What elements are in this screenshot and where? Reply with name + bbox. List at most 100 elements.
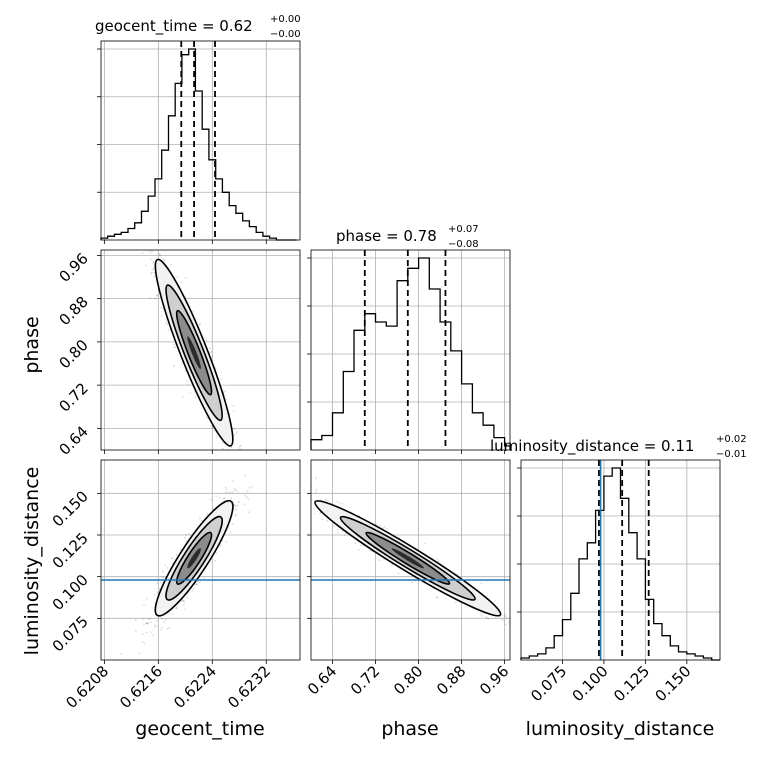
x-tick-label-geocent-time: 0.6208 (62, 662, 112, 712)
sample-point (180, 600, 183, 602)
sample-point (236, 431, 239, 433)
sample-point (142, 220, 144, 222)
sample-point (153, 236, 155, 238)
sample-point (151, 272, 153, 274)
sample-point (229, 531, 232, 534)
sample-point (134, 619, 137, 622)
sample-point (237, 456, 239, 458)
sample-point (194, 396, 197, 398)
sample-point (225, 541, 228, 543)
sample-point (159, 582, 162, 584)
sample-point (224, 394, 227, 397)
sample-point (397, 572, 400, 575)
sample-point (189, 392, 192, 395)
sample-point (163, 621, 166, 623)
sample-point (185, 380, 188, 382)
sample-point (369, 549, 371, 552)
sample-point (518, 624, 520, 626)
sample-point (188, 533, 191, 536)
sample-point (235, 508, 238, 511)
contour-level-3 (187, 336, 201, 370)
x-tick-label-phase: 0.88 (433, 662, 469, 698)
sample-point (156, 582, 159, 584)
sample-point (246, 504, 248, 506)
sample-point (522, 627, 524, 629)
sample-point (145, 264, 147, 267)
sample-point (161, 617, 164, 620)
sample-point (138, 211, 140, 213)
sample-point (143, 604, 145, 607)
sample-point (336, 528, 339, 531)
sample-point (149, 234, 151, 236)
sample-point (164, 618, 167, 621)
sample-point (223, 497, 226, 500)
sample-point (126, 181, 128, 183)
sample-point (162, 570, 165, 573)
y-tick-label-phase: 0.80 (55, 336, 91, 372)
sample-point (293, 487, 295, 489)
sample-point (391, 564, 394, 566)
sample-point (167, 329, 170, 332)
sample-point (250, 485, 253, 488)
sample-point (153, 271, 156, 274)
sample-point (321, 518, 324, 521)
sample-point (508, 621, 510, 624)
sample-point (165, 321, 168, 324)
sample-point (142, 618, 145, 621)
sample-point (188, 591, 191, 593)
sample-point (219, 545, 222, 548)
y-tick-label-phase: 0.72 (55, 379, 91, 415)
y-tick-label-luminosity-distance: 0.150 (49, 487, 92, 530)
sample-point (166, 628, 169, 630)
sample-point (162, 576, 165, 578)
sample-point (244, 474, 246, 477)
sample-point (194, 583, 197, 586)
sample-point (161, 315, 163, 317)
y-tick-label-luminosity-distance: 0.100 (49, 571, 92, 614)
sample-point (219, 496, 221, 499)
title-plus-geocent-time: +0.00 (270, 14, 301, 25)
sample-point (244, 494, 246, 497)
title-geocent-time: geocent_time = 0.62 +0.00 −0.00 (95, 14, 301, 40)
x-tick-label-luminosity-distance: 0.100 (569, 662, 612, 705)
sample-point (193, 587, 195, 590)
sample-point (175, 607, 178, 610)
sample-point (423, 542, 426, 545)
sample-point (181, 362, 184, 364)
sample-point (192, 310, 194, 313)
sample-point (238, 501, 241, 503)
sample-point (234, 488, 236, 490)
y-tick-label-luminosity-distance: 0.125 (49, 529, 92, 572)
sample-point (143, 623, 146, 626)
sample-point (248, 486, 251, 489)
sample-point (225, 488, 228, 491)
sample-point (183, 600, 186, 603)
sample-point (199, 517, 201, 520)
sample-point (526, 633, 528, 635)
sample-point (197, 580, 199, 583)
sample-point (222, 497, 225, 500)
sample-point (271, 469, 273, 471)
sample-point (209, 498, 212, 501)
sample-point (210, 426, 213, 429)
sample-point (358, 549, 360, 551)
sample-point (236, 504, 239, 507)
sample-point (215, 495, 218, 498)
sample-point (141, 641, 144, 643)
title-main-phase: phase = 0.78 (336, 227, 437, 245)
histogram-geocent-time (100, 48, 297, 241)
sample-point (154, 593, 156, 596)
sample-point (175, 606, 178, 609)
sample-point (243, 503, 246, 506)
sample-point (166, 567, 169, 569)
sample-point (436, 596, 439, 599)
sample-point (214, 367, 217, 370)
sample-point (221, 442, 224, 444)
sample-point (518, 617, 520, 619)
sample-point (120, 652, 123, 655)
sample-point (209, 351, 212, 354)
sample-point (184, 370, 187, 372)
sample-point (534, 639, 536, 641)
sample-point (326, 519, 329, 522)
sample-point (512, 639, 514, 641)
